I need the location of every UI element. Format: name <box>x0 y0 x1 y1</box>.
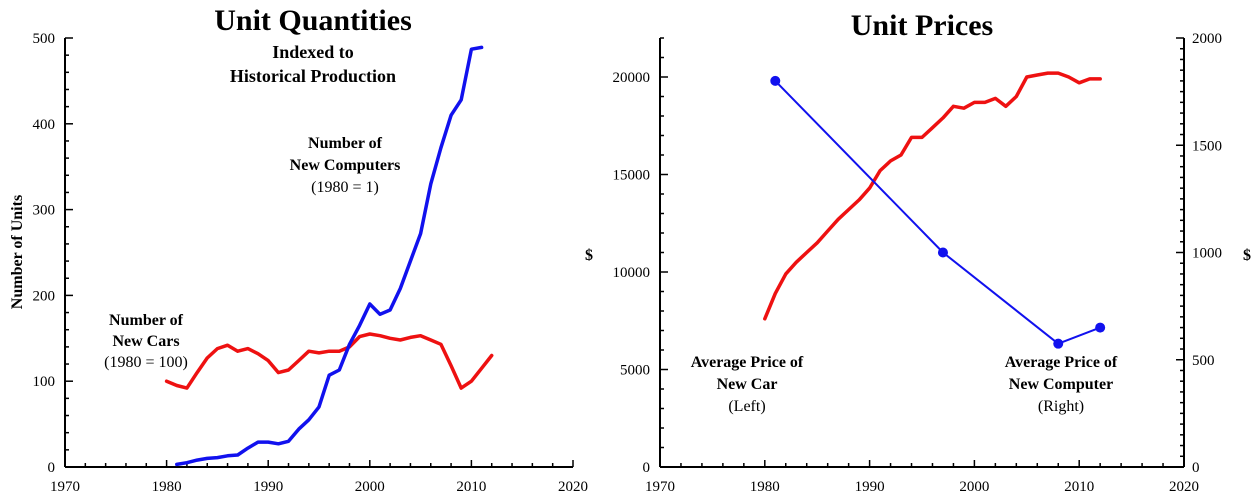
car-price-label-line-2: New Car <box>717 376 778 393</box>
computer-price-label-line-3: (Right) <box>1038 398 1084 415</box>
chart-title: Unit Quantities <box>214 4 412 37</box>
x-tick-label: 2000 <box>355 479 385 495</box>
chart-title: Unit Prices <box>851 9 993 42</box>
left-y-tick-label: 20000 <box>613 70 651 86</box>
cars-series-label-line-3: (1980 = 100) <box>104 354 188 371</box>
computer-price-label-line-1: Average Price of <box>1005 354 1118 371</box>
left-y-tick-label: 500 <box>33 31 56 47</box>
left-y-tick-label: 0 <box>48 460 56 476</box>
computer-price-series-line <box>774 79 1102 345</box>
computer-price-series-line-point <box>1095 322 1106 333</box>
left-y-axis-label: $ <box>585 247 593 264</box>
new-computers-series-line <box>175 45 484 467</box>
x-tick-label: 1990 <box>253 479 283 495</box>
right-y-tick-label: 0 <box>1192 460 1200 476</box>
computer-price-label-line-2: New Computer <box>1009 376 1113 393</box>
right-y-tick-label: 500 <box>1192 353 1215 369</box>
computers-series-label-line-2: New Computers <box>290 157 401 174</box>
car-price-series-line <box>763 71 1102 321</box>
left-y-tick-label: 15000 <box>613 168 651 184</box>
cars-series-label-line-1: Number of <box>109 312 184 329</box>
x-tick-label: 1980 <box>750 479 780 495</box>
quantities-plot-area: 1970 1980 1990 2000 2010 2020 0 100 200 300 400 500 <box>33 31 589 495</box>
computer-price-series-line-point <box>770 75 781 86</box>
left-y-tick-label: 100 <box>33 374 56 390</box>
x-tick-label: 2020 <box>558 479 588 495</box>
left-y-tick-label: 400 <box>33 117 56 133</box>
x-tick-label: 1990 <box>855 479 885 495</box>
chart-subtitle-line-1: Indexed to <box>272 42 354 62</box>
chart-unit-prices: Unit Prices $ $ Average Price of New Car… <box>585 9 1251 415</box>
x-tick-label: 2010 <box>456 479 486 495</box>
left-y-tick-label: 0 <box>643 460 651 476</box>
computers-series-label-line-1: Number of <box>308 135 383 152</box>
x-tick-label: 1980 <box>152 479 182 495</box>
x-tick-label: 2020 <box>1169 479 1199 495</box>
left-y-tick-label: 300 <box>33 203 56 219</box>
computer-price-series-line-point <box>937 247 948 258</box>
x-tick-label: 2000 <box>959 479 989 495</box>
x-tick-label: 1970 <box>645 479 675 495</box>
new-cars-series-line <box>164 332 494 390</box>
computers-series-label-line-3: (1980 = 1) <box>311 179 379 196</box>
left-y-tick-label: 5000 <box>620 363 650 379</box>
prices-plot-area: 1970 1980 1990 2000 2010 20200500010000150002… <box>613 31 1223 495</box>
left-y-tick-label: 200 <box>33 288 56 304</box>
car-price-label-line-3: (Left) <box>728 398 765 415</box>
y-axis-label: Number of Units <box>9 195 26 309</box>
right-y-tick-label: 2000 <box>1192 31 1222 47</box>
chart-unit-quantities: Unit Quantities Indexed to Historical Pr… <box>9 4 412 371</box>
cars-series-label-line-2: New Cars <box>112 333 179 350</box>
x-tick-label: 1970 <box>50 479 80 495</box>
computer-price-series-line-point <box>1053 338 1064 349</box>
car-price-label-line-1: Average Price of <box>691 354 804 371</box>
right-y-axis-label: $ <box>1243 247 1251 264</box>
x-tick-label: 2010 <box>1064 479 1094 495</box>
chart-subtitle-line-2: Historical Production <box>230 66 396 86</box>
right-y-tick-label: 1500 <box>1192 138 1222 154</box>
right-y-tick-label: 1000 <box>1192 246 1222 262</box>
left-y-tick-label: 10000 <box>613 265 651 281</box>
